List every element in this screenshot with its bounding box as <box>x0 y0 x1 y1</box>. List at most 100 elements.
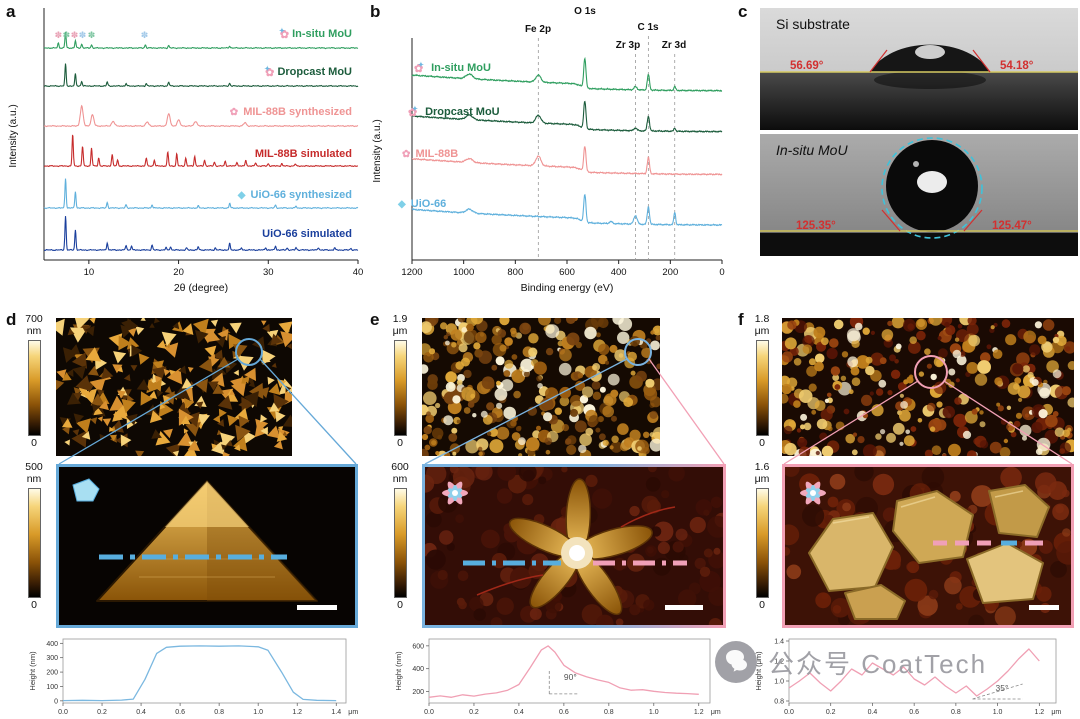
peak-label-o1s: O 1s <box>574 6 596 17</box>
height-scale-f-inset: 1.6 μm 0 <box>744 461 780 611</box>
svg-text:200: 200 <box>662 267 678 278</box>
height-scale-f-top: 1.8 μm 0 <box>744 313 780 449</box>
svg-text:✽: ✽ <box>79 30 87 40</box>
svg-text:0.2: 0.2 <box>469 709 479 716</box>
contact-angle-right: 125.47° <box>992 220 1032 232</box>
scale-max: 700 <box>25 313 43 325</box>
peak-label-zr3p: Zr 3p <box>615 40 641 51</box>
svg-text:35°: 35° <box>996 683 1009 693</box>
svg-text:1.0: 1.0 <box>774 679 784 686</box>
svg-text:1000: 1000 <box>453 267 474 278</box>
svg-text:1.2: 1.2 <box>1034 709 1044 716</box>
mil88b-flower-crystal <box>508 478 653 616</box>
svg-text:200: 200 <box>46 670 58 677</box>
svg-text:0.0: 0.0 <box>424 709 434 716</box>
svg-text:0.4: 0.4 <box>136 709 146 716</box>
scale-min: 0 <box>397 436 403 449</box>
droplet-photo-mou <box>760 134 1078 256</box>
trace-label-dropcast-mou: ✿ ✦ Dropcast MoU <box>260 66 352 79</box>
svg-text:✽: ✽ <box>71 30 79 40</box>
panel-d-afm-uio66: d 700 nm 0 500 nm 0 <box>4 310 368 718</box>
scale-max: 1.8 <box>754 313 770 325</box>
svg-text:1200: 1200 <box>401 267 422 278</box>
scale-min: 0 <box>759 436 765 449</box>
trace-label-uio66-sim: UiO-66 simulated <box>262 228 352 240</box>
panel-label-a: a <box>6 2 16 21</box>
svg-text:1.0: 1.0 <box>649 709 659 716</box>
color-scale-gradient <box>393 339 407 436</box>
color-scale-gradient <box>27 487 41 598</box>
svg-text:400: 400 <box>611 267 627 278</box>
svg-text:0.0: 0.0 <box>784 709 794 716</box>
svg-text:0.4: 0.4 <box>514 709 524 716</box>
height-scale-d-inset: 500 nm 0 <box>16 461 52 611</box>
svg-text:1.2: 1.2 <box>694 709 704 716</box>
svg-text:0.4: 0.4 <box>868 709 878 716</box>
svg-text:Binding energy (eV): Binding energy (eV) <box>521 282 614 294</box>
height-scale-e-top: 1.9 μm 0 <box>382 313 418 449</box>
afm-image-insitu-overview <box>782 318 1074 456</box>
crystal-branches <box>476 506 676 596</box>
contact-angle-image-si: Si substrate 56.69° 54.18° <box>760 8 1078 130</box>
scale-unit: μm <box>392 324 408 337</box>
svg-text:1.4: 1.4 <box>331 709 341 716</box>
mou-flower-icon: ✿ ✦ <box>264 66 275 79</box>
panel-c-contact-angle: c Si substrate 56.69° 54.18° <box>736 2 1080 302</box>
insitu-crystals-zoom <box>778 459 1080 631</box>
mou-icon <box>442 481 468 505</box>
contact-angle-left: 125.35° <box>796 220 836 232</box>
scale-min: 0 <box>397 598 403 611</box>
svg-text:Height (μm): Height (μm) <box>754 651 763 691</box>
scale-max: 600 <box>391 461 409 473</box>
mou-flower-icon: ✿ ✦ <box>408 106 418 119</box>
panel-e-afm-dropcast-mou: e 1.9 μm 0 600 nm 0 <box>368 310 734 718</box>
panel-label-b: b <box>370 2 381 21</box>
fit-circle <box>881 137 983 239</box>
tangent-line-left <box>881 209 901 232</box>
sample-title-mou: In-situ MoU <box>776 142 848 158</box>
uio66-crystal <box>96 480 318 602</box>
svg-text:Height (nm): Height (nm) <box>28 651 37 691</box>
height-profile-f: 0.0 0.2 0.4 0.6 0.8 1.0 1.2 μm 0.8 1.0 1.2 1.4 Heigh… <box>752 634 1076 716</box>
svg-text:0.0: 0.0 <box>58 709 68 716</box>
svg-text:600: 600 <box>412 643 424 650</box>
sample-title-si: Si substrate <box>776 16 850 32</box>
color-scale-gradient <box>27 339 41 436</box>
svg-text:600: 600 <box>559 267 575 278</box>
svg-text:20: 20 <box>173 267 184 278</box>
peak-label-zr3d: Zr 3d <box>661 40 687 51</box>
scale-unit: μm <box>754 324 770 337</box>
svg-text:✽: ✽ <box>141 30 149 40</box>
mou-flower-zoom <box>416 458 730 633</box>
svg-text:0.8: 0.8 <box>951 709 961 716</box>
scale-max: 1.9 <box>392 313 408 325</box>
svg-text:Height (nm): Height (nm) <box>394 651 403 691</box>
afm-inset-uio66-crystal <box>56 464 358 628</box>
height-scale-e-inset: 600 nm 0 <box>382 461 418 611</box>
svg-text:1.2: 1.2 <box>292 709 302 716</box>
scale-min: 0 <box>31 436 37 449</box>
mil88b-icon: ✿ <box>229 107 239 118</box>
svg-text:0.8: 0.8 <box>604 709 614 716</box>
svg-text:300: 300 <box>46 655 58 662</box>
droplet-photo-si <box>760 8 1078 130</box>
scale-max: 500 <box>25 461 43 473</box>
svg-text:0.2: 0.2 <box>826 709 836 716</box>
uio66-icon: ◆ <box>398 199 406 210</box>
legend-uio66: ◆ UiO-66 <box>398 198 447 210</box>
afm-inset-mou-flower <box>416 458 730 633</box>
svg-text:10: 10 <box>84 267 95 278</box>
legend-mil88b: ✿ MIL-88B <box>402 148 459 160</box>
peak-label-fe2p: Fe 2p <box>524 24 552 35</box>
svg-text:0.8: 0.8 <box>214 709 224 716</box>
peak-label-c1s: C 1s <box>637 22 659 33</box>
svg-text:40: 40 <box>353 267 364 278</box>
watermark: 公众号 CoatTech <box>714 640 987 684</box>
scale-max: 1.6 <box>754 461 770 473</box>
wechat-icon <box>715 641 757 683</box>
svg-text:0.2: 0.2 <box>97 709 107 716</box>
afm-image-uio66-overview <box>56 318 292 456</box>
afm-inset-insitu-crystals <box>778 459 1080 631</box>
